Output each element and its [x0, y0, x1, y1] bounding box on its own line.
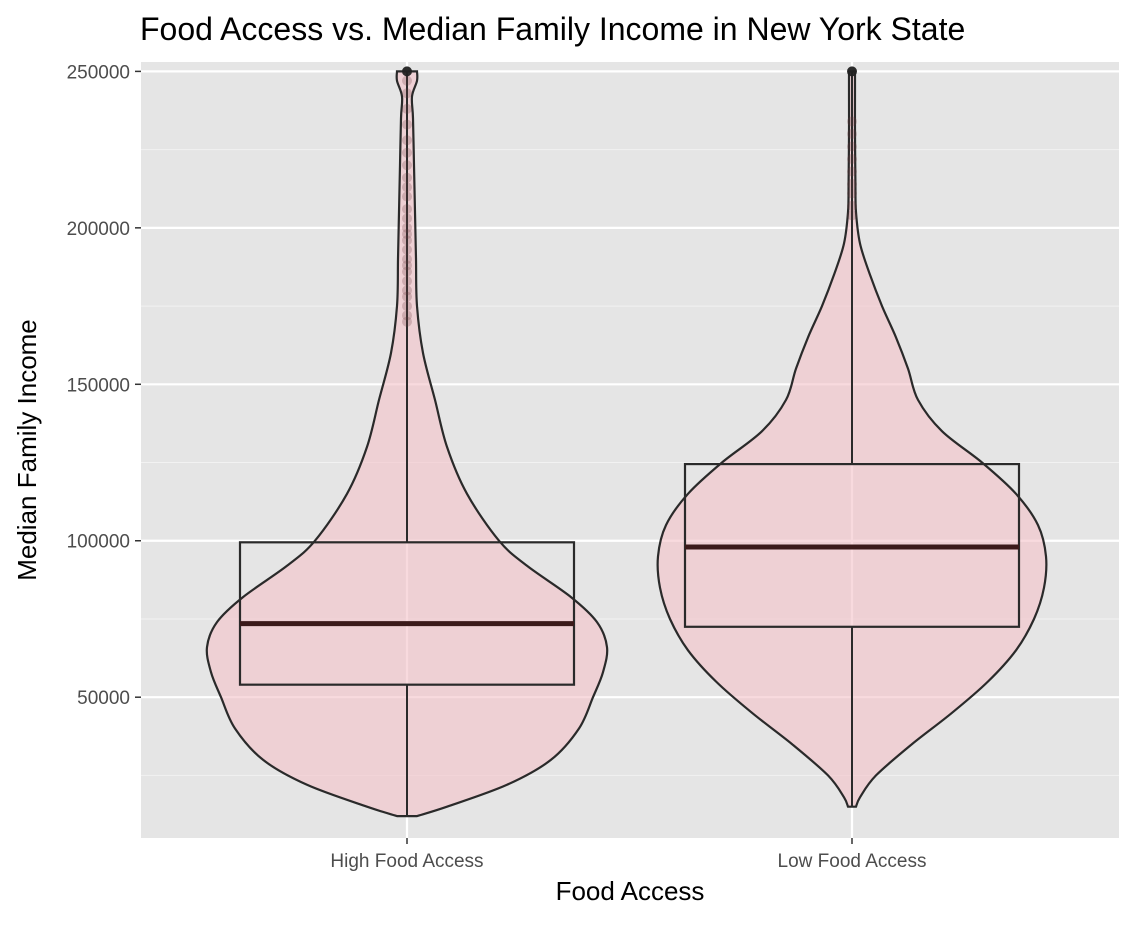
outlier-point — [402, 244, 412, 255]
chart-title: Food Access vs. Median Family Income in … — [140, 11, 965, 47]
outlier-point — [402, 285, 412, 296]
outlier-point — [847, 166, 857, 177]
outlier-point — [402, 160, 412, 171]
outlier-point — [847, 200, 857, 211]
outlier-point — [402, 75, 412, 86]
x-tick-label: Low Food Access — [778, 851, 927, 872]
boxplot-layer — [238, 71, 1021, 817]
x-tick-label: High Food Access — [330, 851, 483, 872]
outlier-point — [402, 191, 412, 202]
y-tick-label: 250000 — [67, 62, 130, 83]
outlier-point — [402, 235, 412, 246]
outlier-point — [847, 188, 857, 199]
outlier-point — [402, 222, 412, 233]
outlier-point — [847, 210, 857, 221]
outlier-point — [402, 260, 412, 271]
outlier-point — [402, 204, 412, 215]
outlier-point — [402, 213, 412, 224]
x-axis-title: Food Access — [556, 876, 705, 906]
outlier-point — [402, 147, 412, 158]
y-tick-label: 200000 — [67, 219, 130, 240]
outlier-point — [402, 182, 412, 193]
outlier-points — [402, 66, 857, 327]
y-tick-label: 50000 — [77, 688, 130, 709]
outlier-point — [402, 103, 412, 114]
outlier-point — [402, 316, 412, 327]
y-tick-label: 150000 — [67, 375, 130, 396]
outlier-point — [402, 266, 412, 277]
outlier-point — [847, 128, 857, 139]
outlier-point — [402, 66, 412, 77]
outlier-point — [402, 119, 412, 130]
outlier-point — [847, 141, 857, 152]
outlier-point — [402, 229, 412, 240]
outlier-point — [402, 276, 412, 287]
outlier-point — [847, 116, 857, 127]
outlier-point — [402, 310, 412, 321]
y-axis-title: Median Family Income — [12, 319, 42, 581]
outlier-point — [402, 135, 412, 146]
outlier-point — [402, 301, 412, 312]
iqr-box — [238, 541, 576, 686]
x-axis: High Food Access Low Food Access — [330, 838, 926, 872]
outlier-point — [402, 254, 412, 265]
outlier-point — [847, 179, 857, 190]
outlier-point — [847, 154, 857, 164]
outlier-point — [402, 172, 412, 183]
y-tick-label: 100000 — [67, 532, 130, 553]
outlier-point — [402, 88, 412, 99]
outlier-point — [402, 291, 412, 302]
outlier-point — [847, 66, 857, 77]
y-axis: 50000 100000 150000 200000 250000 — [67, 62, 141, 709]
